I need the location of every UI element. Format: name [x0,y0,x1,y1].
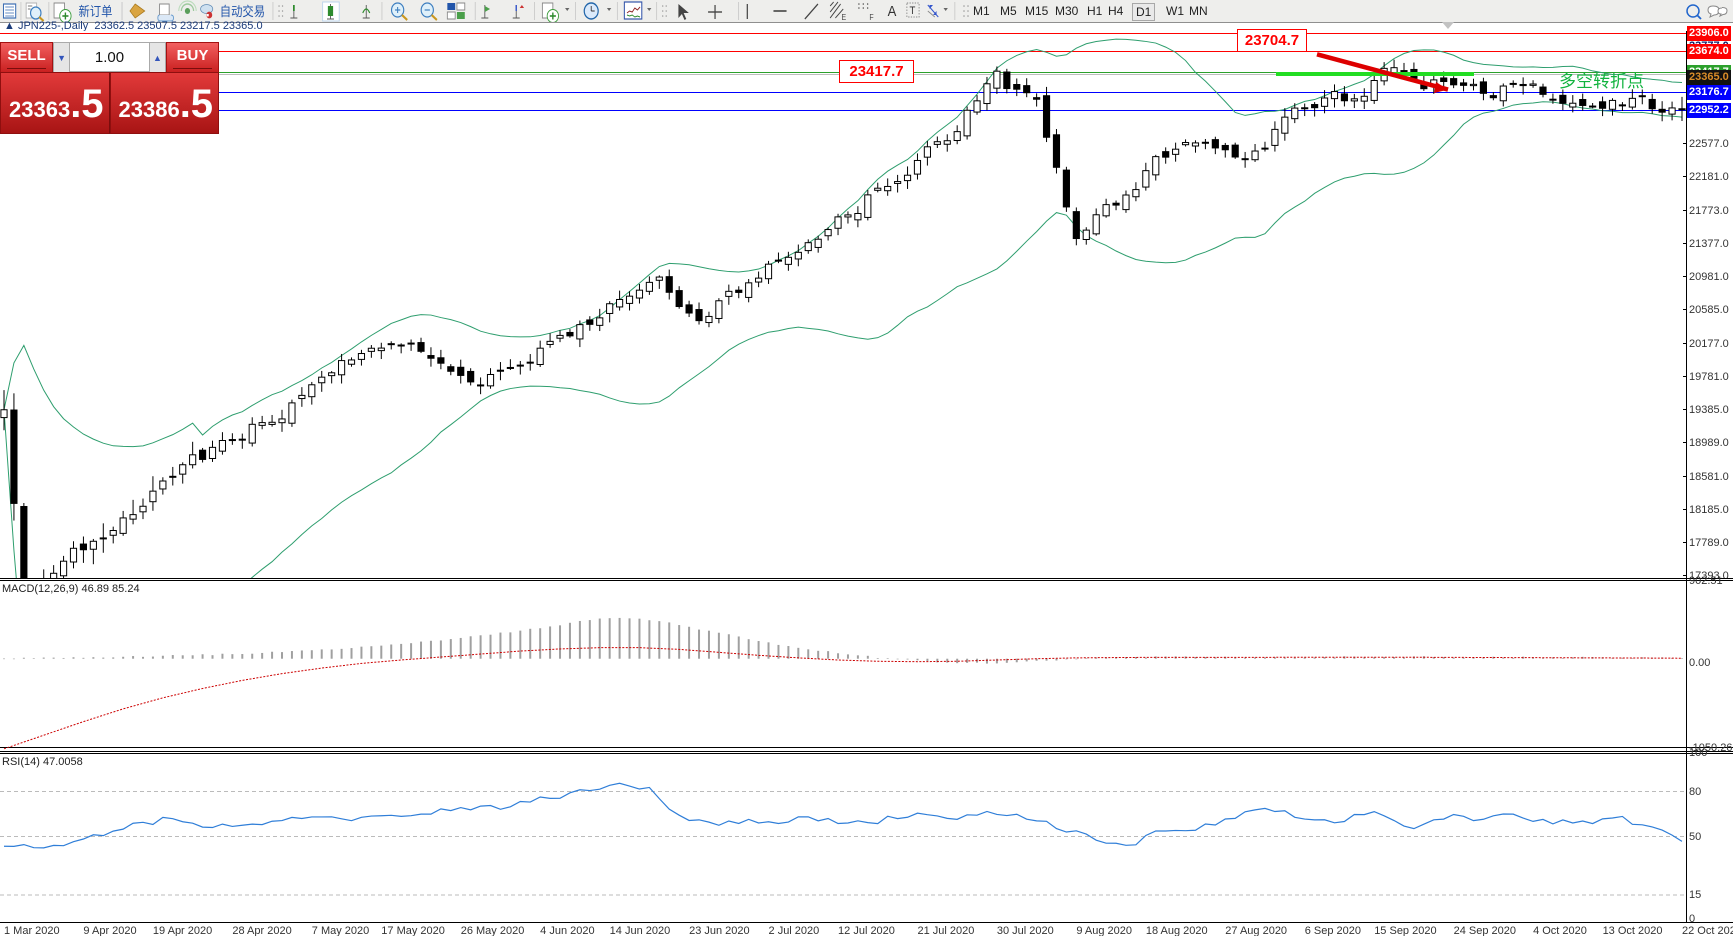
svg-text:4 Jun 2020: 4 Jun 2020 [540,925,594,936]
svg-text:12 Jul 2020: 12 Jul 2020 [838,925,895,936]
svg-text:19 Apr 2020: 19 Apr 2020 [153,925,212,936]
svg-text:22 Oct 2020: 22 Oct 2020 [1682,925,1733,936]
svg-text:17 May 2020: 17 May 2020 [381,925,445,936]
svg-text:18 Aug 2020: 18 Aug 2020 [1146,925,1208,936]
svg-text:1 Mar 2020: 1 Mar 2020 [4,925,60,936]
svg-text:2 Jul 2020: 2 Jul 2020 [769,925,820,936]
svg-text:多空转折点: 多空转折点 [1559,72,1644,91]
svg-text:15 Sep 2020: 15 Sep 2020 [1374,925,1436,936]
svg-text:14 Jun 2020: 14 Jun 2020 [610,925,671,936]
svg-text:21 Jul 2020: 21 Jul 2020 [917,925,974,936]
svg-text:23 Jun 2020: 23 Jun 2020 [689,925,750,936]
svg-text:7 May 2020: 7 May 2020 [312,925,369,936]
svg-text:9 Apr 2020: 9 Apr 2020 [83,925,136,936]
svg-text:26 May 2020: 26 May 2020 [461,925,525,936]
svg-text:28 Apr 2020: 28 Apr 2020 [232,925,291,936]
svg-text:24 Sep 2020: 24 Sep 2020 [1454,925,1516,936]
svg-text:4 Oct 2020: 4 Oct 2020 [1533,925,1587,936]
svg-text:27 Aug 2020: 27 Aug 2020 [1225,925,1287,936]
svg-text:6 Sep 2020: 6 Sep 2020 [1305,925,1361,936]
svg-text:30 Jul 2020: 30 Jul 2020 [997,925,1054,936]
svg-text:9 Aug 2020: 9 Aug 2020 [1076,925,1132,936]
svg-text:13 Oct 2020: 13 Oct 2020 [1603,925,1663,936]
